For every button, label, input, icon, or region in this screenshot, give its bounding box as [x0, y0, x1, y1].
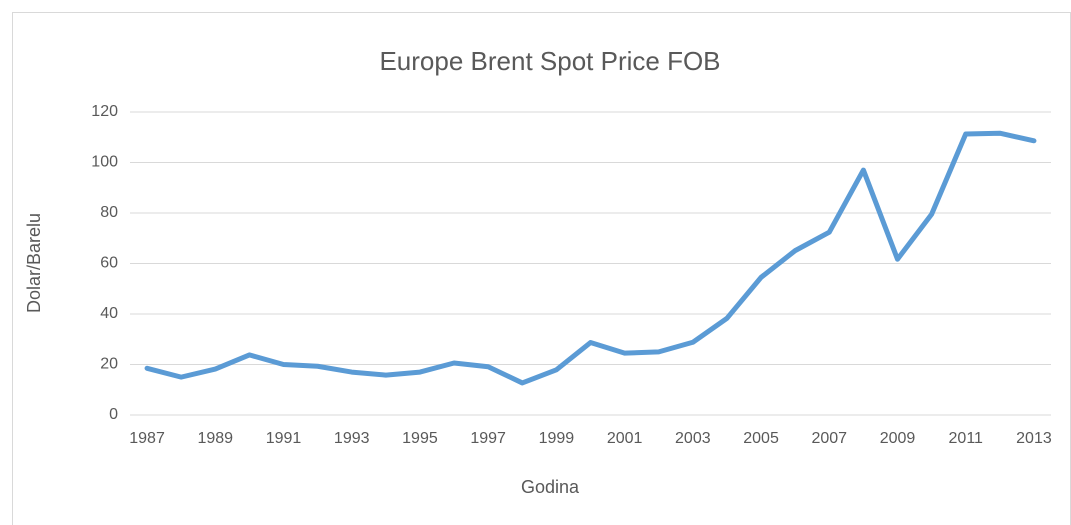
y-tick-label: 40 — [100, 305, 118, 322]
x-tick-label: 2011 — [949, 430, 984, 447]
x-tick-label: 1991 — [266, 430, 302, 447]
y-tick-label: 60 — [100, 255, 118, 272]
x-tick-label: 2009 — [880, 430, 916, 447]
chart-title: Europe Brent Spot Price FOB — [379, 46, 720, 76]
x-tick-label: 2003 — [675, 430, 711, 447]
x-tick-label: 1997 — [470, 430, 506, 447]
data-line — [144, 130, 1037, 386]
x-tick-label: 1987 — [129, 430, 165, 447]
x-axis-label: Godina — [521, 477, 580, 497]
x-tick-label: 1995 — [402, 430, 438, 447]
x-tick-label: 1993 — [334, 430, 370, 447]
y-tick-label: 100 — [91, 154, 118, 171]
x-tick-label: 2001 — [607, 430, 643, 447]
y-tick-label: 20 — [100, 356, 118, 373]
y-axis-label: Dolar/Barelu — [24, 213, 44, 313]
x-tick-label: 2007 — [811, 430, 847, 447]
chart-frame — [12, 12, 1071, 525]
x-tick-label: 1989 — [197, 430, 233, 447]
x-tick-label: 2013 — [1016, 430, 1052, 447]
y-tick-label: 120 — [91, 103, 118, 120]
x-tick-label: 2005 — [743, 430, 779, 447]
y-tick-label: 80 — [100, 204, 118, 221]
x-tick-label: 1999 — [539, 430, 575, 447]
y-tick-label: 0 — [109, 406, 118, 423]
